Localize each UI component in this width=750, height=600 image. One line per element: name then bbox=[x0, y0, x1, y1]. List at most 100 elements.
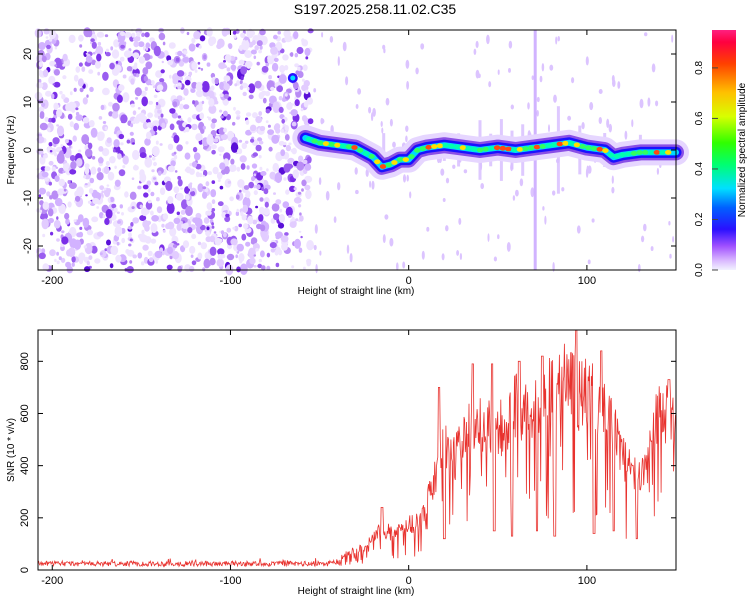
noise-blob bbox=[211, 118, 217, 124]
noise-blob bbox=[304, 47, 311, 57]
noise-blob bbox=[223, 83, 230, 91]
noise-blob bbox=[255, 248, 259, 252]
noise-blob bbox=[79, 44, 83, 48]
signal-region-speckle bbox=[487, 233, 490, 242]
noise-blob bbox=[258, 214, 264, 222]
noise-blob bbox=[111, 49, 120, 59]
signal-region-speckle bbox=[486, 34, 490, 45]
noise-blob bbox=[69, 155, 76, 162]
noise-blob bbox=[95, 45, 104, 56]
signal-region-speckle bbox=[576, 225, 581, 234]
noise-blob bbox=[296, 161, 305, 171]
noise-blob bbox=[161, 223, 165, 228]
noise-blob bbox=[143, 192, 149, 198]
noise-blob bbox=[64, 212, 70, 220]
noise-blob bbox=[253, 184, 257, 189]
signal-region-speckle bbox=[354, 167, 358, 175]
noise-blob bbox=[219, 185, 224, 190]
noise-blob bbox=[205, 230, 211, 237]
noise-blob bbox=[203, 169, 208, 177]
y-tick-label: 0 bbox=[19, 567, 31, 573]
noise-blob bbox=[73, 122, 80, 131]
noise-blob bbox=[205, 236, 212, 243]
signal-region-speckle bbox=[581, 122, 585, 130]
spectrogram-ridge bbox=[292, 125, 689, 180]
noise-blob bbox=[100, 33, 104, 38]
noise-blob bbox=[132, 149, 140, 161]
noise-blob bbox=[266, 168, 269, 172]
noise-blob bbox=[250, 49, 257, 55]
noise-blob bbox=[58, 178, 65, 187]
noise-blob bbox=[194, 217, 203, 228]
ridge-hotspot bbox=[619, 152, 626, 158]
noise-blob bbox=[217, 238, 223, 243]
noise-blob bbox=[208, 36, 215, 47]
noise-blob bbox=[118, 169, 126, 177]
noise-blob bbox=[177, 85, 181, 90]
noise-blob bbox=[42, 201, 50, 210]
noise-blob bbox=[289, 185, 296, 193]
noise-blob bbox=[177, 175, 182, 180]
noise-blob bbox=[119, 204, 124, 209]
noise-blob bbox=[128, 243, 132, 247]
noise-blob bbox=[285, 144, 291, 152]
noise-blob bbox=[155, 140, 159, 145]
noise-blob bbox=[138, 41, 145, 48]
noise-blob bbox=[120, 114, 128, 124]
noise-blob bbox=[195, 104, 203, 112]
noise-blob bbox=[294, 99, 300, 107]
noise-blob bbox=[71, 256, 76, 263]
noise-blob bbox=[221, 212, 227, 218]
noise-blob bbox=[269, 171, 277, 180]
noise-blob bbox=[230, 142, 239, 153]
noise-blob bbox=[88, 255, 93, 260]
signal-region-speckle bbox=[382, 44, 386, 50]
noise-blob bbox=[189, 182, 193, 185]
noise-blob bbox=[285, 189, 290, 195]
noise-blob bbox=[155, 70, 163, 78]
ridge-hotspot bbox=[579, 144, 586, 149]
noise-blob bbox=[137, 252, 143, 259]
noise-blob bbox=[118, 84, 125, 91]
x-tick-label: 100 bbox=[578, 575, 596, 587]
signal-region-speckle bbox=[598, 88, 603, 95]
noise-blob bbox=[213, 231, 217, 234]
noise-blob bbox=[189, 162, 193, 167]
noise-blob bbox=[45, 36, 49, 39]
noise-blob bbox=[158, 32, 166, 41]
noise-blob bbox=[97, 167, 102, 173]
noise-blob bbox=[177, 179, 183, 187]
ridge-hotspot bbox=[391, 160, 398, 165]
noise-blob bbox=[147, 250, 153, 257]
noise-blob bbox=[76, 232, 82, 238]
noise-blob bbox=[111, 203, 117, 209]
noise-blob bbox=[251, 176, 255, 182]
noise-blob bbox=[175, 192, 184, 201]
noise-blob bbox=[116, 94, 123, 103]
noise-blob bbox=[274, 172, 283, 184]
colorbar-tick-label: 0.6 bbox=[694, 111, 705, 125]
ridge-hotspot bbox=[562, 140, 569, 146]
noise-blob bbox=[41, 171, 49, 178]
ridge-hotspot bbox=[539, 144, 546, 149]
noise-blob bbox=[146, 220, 152, 225]
signal-region-speckle bbox=[409, 191, 412, 199]
noise-blob bbox=[78, 62, 83, 67]
noise-blob bbox=[39, 200, 44, 206]
noise-blob bbox=[121, 237, 126, 244]
ridge-hotspot bbox=[442, 143, 449, 148]
noise-blob bbox=[203, 54, 207, 60]
noise-blob bbox=[169, 227, 177, 237]
noise-blob bbox=[121, 212, 124, 216]
noise-blob bbox=[167, 246, 173, 255]
y-tick-label: 600 bbox=[19, 404, 31, 422]
x-tick-label: 0 bbox=[406, 575, 412, 587]
noise-blob bbox=[100, 104, 105, 111]
noise-blob bbox=[176, 70, 185, 77]
signal-region-speckle bbox=[420, 43, 425, 50]
signal-region-speckle bbox=[656, 167, 660, 175]
noise-blob bbox=[251, 163, 258, 169]
y-tick-label: 800 bbox=[19, 352, 31, 370]
noise-blob bbox=[145, 42, 151, 49]
noise-blob bbox=[86, 229, 93, 236]
